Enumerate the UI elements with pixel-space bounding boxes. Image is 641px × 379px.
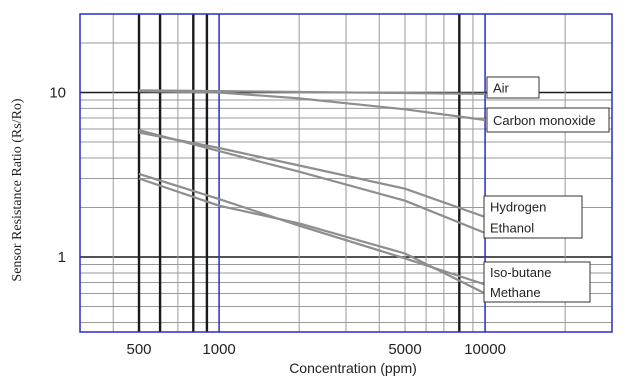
y-axis-label: Sensor Resistance Ratio (Rs/Ro) xyxy=(10,98,25,281)
legend-box-co xyxy=(486,107,610,133)
legend-label: Hydrogen xyxy=(490,200,546,215)
plot-frame xyxy=(79,13,613,333)
plot-border xyxy=(79,13,613,333)
legend-label: Iso-butane xyxy=(490,265,551,280)
x-tick-label: 500 xyxy=(126,341,151,358)
series-methane xyxy=(138,177,486,295)
series-carbon-monoxide xyxy=(138,90,486,122)
series-ethanol xyxy=(138,129,486,235)
legend-label: Carbon monoxide xyxy=(493,113,596,128)
legend-box-h2 xyxy=(483,195,583,239)
y-tick-label: 10 xyxy=(49,84,66,101)
series-hydrogen xyxy=(138,131,486,219)
series-layer xyxy=(138,89,486,295)
legend-label: Methane xyxy=(490,285,541,300)
x-tick-label: 1000 xyxy=(202,341,235,358)
y-tick-label: 1 xyxy=(58,249,66,266)
legend-label: Ethanol xyxy=(490,221,534,236)
x-tick-label: 5000 xyxy=(388,341,421,358)
legend-box-ch4 xyxy=(483,261,591,303)
tick-labels: 500 1000 5000 10000 10 1 xyxy=(49,84,506,358)
legend-box-air xyxy=(486,76,540,99)
legend-label: Air xyxy=(493,81,510,96)
x-tick-label: 10000 xyxy=(464,341,506,358)
legend: Air Carbon monoxide Hydrogen Ethanol Iso-but… xyxy=(483,76,610,303)
x-axis-label: Concentration (ppm) xyxy=(289,360,417,376)
